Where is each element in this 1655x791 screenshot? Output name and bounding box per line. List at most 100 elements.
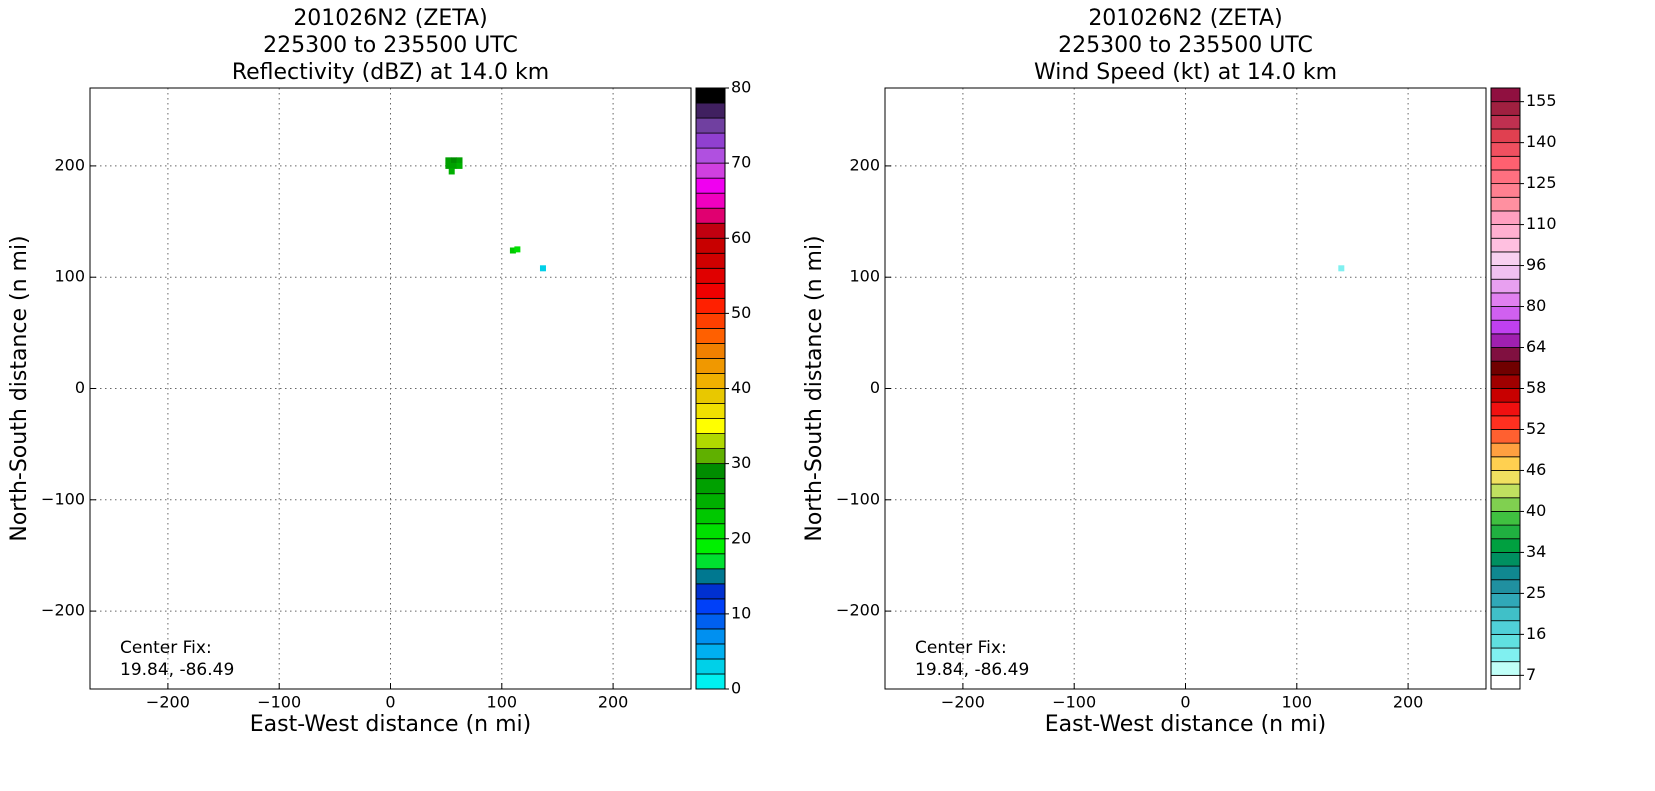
colorbar-segment <box>1490 142 1521 157</box>
chart-title: Reflectivity (dBZ) at 14.0 km <box>232 60 549 85</box>
colorbar-segment <box>695 598 726 615</box>
x-tick-label: 200 <box>1393 693 1424 712</box>
colorbar-tick-label: 140 <box>1526 132 1557 151</box>
colorbar-segment <box>1490 442 1521 458</box>
y-tick-label: −100 <box>41 489 85 508</box>
data-cell <box>509 247 516 254</box>
colorbar-segment <box>695 177 726 194</box>
colorbar-tick-label: 70 <box>731 153 751 172</box>
chart-title: 201026N2 (ZETA) <box>293 6 487 31</box>
data-cell <box>514 246 521 253</box>
colorbar-segment <box>1490 292 1521 307</box>
chart-title: 201026N2 (ZETA) <box>1088 6 1282 31</box>
y-tick-label: −200 <box>836 601 880 620</box>
colorbar-tick-label: 96 <box>1526 255 1546 274</box>
colorbar-segment <box>1490 524 1521 540</box>
colorbar-tick-label: 10 <box>731 603 751 622</box>
data-cell <box>456 162 463 169</box>
y-tick-label: 100 <box>849 267 880 286</box>
colorbar-tick-label: 40 <box>731 378 751 397</box>
colorbar-segment <box>695 117 726 134</box>
plot-frame <box>89 87 692 690</box>
y-tick-label: 0 <box>75 378 85 397</box>
colorbar-segment <box>1490 633 1521 649</box>
colorbar-segment <box>1490 128 1521 144</box>
y-tick-label: 0 <box>870 378 880 397</box>
colorbar-tick-label: 46 <box>1526 460 1546 479</box>
colorbar-tick-label: 20 <box>731 528 751 547</box>
annotation: Center Fix: <box>120 638 212 658</box>
chart-title: 225300 to 235500 UTC <box>1058 33 1313 58</box>
colorbar-segment <box>1490 374 1521 389</box>
colorbar-segment <box>1490 606 1521 622</box>
colorbar-tick-label: 155 <box>1526 91 1557 110</box>
annotation: 19.84, -86.49 <box>915 660 1029 680</box>
colorbar-segment <box>695 418 726 434</box>
colorbar-segment <box>1490 497 1521 512</box>
colorbar-segment <box>695 162 726 179</box>
colorbar-segment <box>1490 360 1521 376</box>
colorbar-segment <box>695 673 726 690</box>
colorbar-segment <box>695 628 726 645</box>
x-tick-label: 0 <box>385 693 395 712</box>
colorbar-segment <box>695 448 726 465</box>
data-cell <box>445 157 452 164</box>
colorbar-segment <box>695 568 726 585</box>
colorbar-tick-label: 64 <box>1526 337 1546 356</box>
colorbar-tick-label: 58 <box>1526 378 1546 397</box>
colorbar-segment <box>1490 87 1521 103</box>
x-tick-label: −100 <box>1052 693 1096 712</box>
colorbar-tick-label: 40 <box>1526 501 1546 520</box>
colorbar-segment <box>695 252 726 269</box>
x-axis-label: East-West distance (n mi) <box>1045 712 1326 737</box>
colorbar-tick-label: 110 <box>1526 214 1557 233</box>
x-tick-label: 200 <box>598 693 629 712</box>
colorbar-segment <box>1490 114 1521 130</box>
colorbar-segment <box>1490 579 1521 594</box>
colorbar-segment <box>1490 401 1521 417</box>
colorbar-segment <box>695 643 726 660</box>
colorbar-segment <box>1490 237 1521 253</box>
colorbar-segment <box>1490 224 1521 239</box>
colorbar-segment <box>695 327 726 344</box>
colorbar-tick-label: 80 <box>1526 296 1546 315</box>
x-axis-label: East-West distance (n mi) <box>250 712 531 737</box>
colorbar-segment <box>1490 552 1521 567</box>
data-cell <box>448 168 455 175</box>
y-tick-label: −100 <box>836 489 880 508</box>
annotation: Center Fix: <box>915 638 1007 658</box>
colorbar-segment <box>1490 415 1521 430</box>
colorbar-segment <box>695 282 726 299</box>
x-tick-label: 100 <box>487 693 518 712</box>
x-tick-label: 100 <box>1282 693 1313 712</box>
colorbar-tick-label: 30 <box>731 453 751 472</box>
colorbar-segment <box>695 538 726 555</box>
colorbar-segment <box>1490 511 1521 526</box>
colorbar-segment <box>695 87 726 104</box>
colorbar-segment <box>1490 347 1521 362</box>
colorbar-segment <box>1490 155 1521 171</box>
colorbar-segment <box>1490 388 1521 403</box>
colorbar-segment <box>1490 306 1521 321</box>
colorbar-segment <box>1490 169 1521 185</box>
colorbar-segment <box>695 403 726 419</box>
colorbar-segment <box>1490 183 1521 198</box>
chart-title: 225300 to 235500 UTC <box>263 33 518 58</box>
colorbar-segment <box>1490 647 1521 663</box>
colorbar-segment <box>695 147 726 164</box>
colorbar-segment <box>1490 565 1521 581</box>
x-tick-label: −200 <box>941 693 985 712</box>
colorbar-tick-label: 52 <box>1526 419 1546 438</box>
colorbar-segment <box>1490 333 1521 348</box>
colorbar-segment <box>1490 429 1521 444</box>
data-cell <box>450 157 457 164</box>
colorbar-tick-label: 60 <box>731 228 751 247</box>
colorbar-segment <box>695 478 726 495</box>
colorbar-segment <box>695 358 726 374</box>
colorbar-segment <box>1490 620 1521 635</box>
colorbar-segment <box>695 343 726 359</box>
colorbar-segment <box>695 132 726 149</box>
colorbar-segment <box>695 658 726 675</box>
y-axis-label: North-South distance (n mi) <box>7 235 32 541</box>
colorbar-segment <box>1490 661 1521 676</box>
